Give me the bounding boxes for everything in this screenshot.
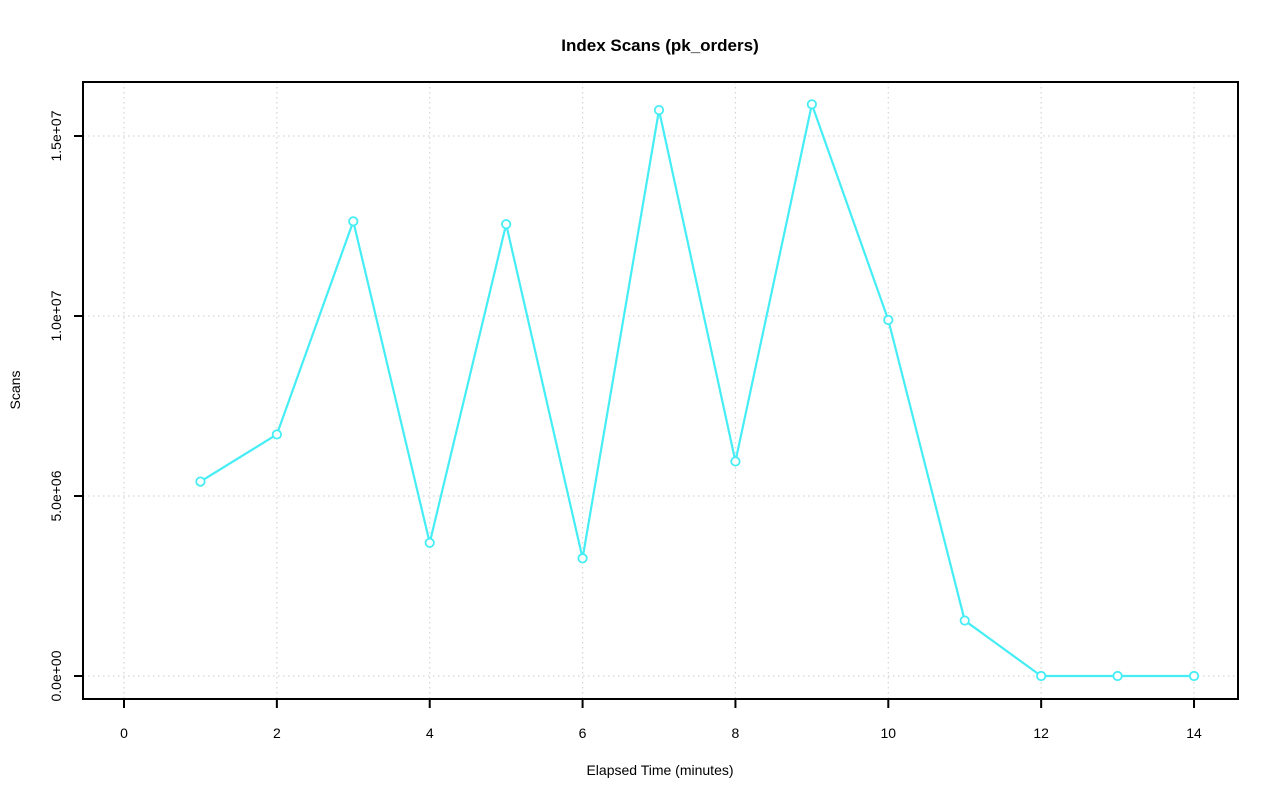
data-point <box>883 314 894 326</box>
data-point <box>730 456 741 467</box>
x-tick-label: 2 <box>273 725 281 741</box>
series-line <box>199 103 1196 678</box>
data-point <box>1188 670 1200 682</box>
y-tick-label: 0.0e+00 <box>48 650 64 701</box>
axis-ticks <box>74 135 1196 708</box>
tick-labels: 0 2 4 6 8 10 12 14 0.0e+00 5.0e+06 1.0e+07 1.5e+07 <box>48 110 1202 741</box>
data-point <box>424 537 435 548</box>
x-axis-label: Elapsed Time (minutes) <box>586 762 733 778</box>
data-point <box>348 216 359 227</box>
y-tick-label: 1.5e+07 <box>48 110 64 161</box>
data-point <box>271 429 282 440</box>
y-tick-label: 1.0e+07 <box>48 290 64 341</box>
plot-border <box>82 81 1239 700</box>
x-tick-label: 0 <box>120 725 128 741</box>
data-point <box>1112 670 1123 682</box>
chart-title: Index Scans (pk_orders) <box>561 36 758 55</box>
series-pk-orders <box>195 99 1200 682</box>
data-point <box>959 615 970 626</box>
x-tick-label: 6 <box>579 725 587 741</box>
y-axis-label: Scans <box>7 371 23 410</box>
x-tick-label: 8 <box>732 725 740 741</box>
data-point <box>653 104 665 116</box>
x-tick-label: 10 <box>881 725 897 741</box>
data-point <box>195 476 206 487</box>
data-point <box>577 553 588 564</box>
x-tick-label: 12 <box>1033 725 1049 741</box>
y-tick-label: 5.0e+06 <box>48 470 64 521</box>
x-tick-label: 4 <box>426 725 434 741</box>
data-point <box>1036 670 1047 682</box>
gridlines <box>83 82 1238 699</box>
x-tick-label: 14 <box>1186 725 1202 741</box>
data-point <box>806 99 817 110</box>
data-point <box>501 219 512 230</box>
